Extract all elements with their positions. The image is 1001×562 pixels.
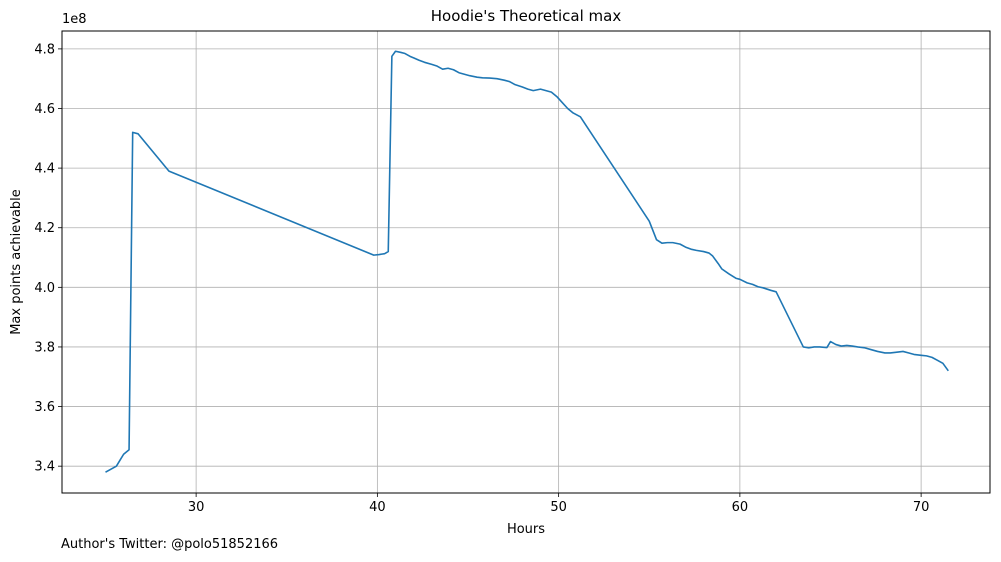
author-twitter-note: Author's Twitter: @polo51852166: [61, 537, 279, 552]
chart-title: Hoodie's Theoretical max: [431, 7, 622, 25]
x-tick-label: 40: [369, 500, 386, 515]
x-axis: 30 40 50 60 70: [188, 493, 930, 515]
plot-area: [62, 31, 990, 493]
y-axis: 3.4 3.6 3.8 4.0 4.2 4.4 4.6 4.8: [34, 42, 62, 475]
y-axis-multiplier: 1e8: [62, 12, 87, 27]
plot-frame: [61, 30, 991, 494]
series-layer: [105, 50, 949, 473]
y-tick-label: 4.2: [34, 221, 55, 236]
x-tick-label: 50: [550, 500, 567, 515]
y-tick-label: 3.4: [34, 460, 55, 475]
x-axis-label: Hours: [507, 522, 545, 537]
series-line: [105, 50, 949, 473]
y-tick-label: 4.0: [34, 281, 55, 296]
grid-lines: [62, 31, 990, 493]
y-axis-label: Max points achievable: [9, 189, 24, 335]
y-tick-label: 3.6: [34, 400, 55, 415]
x-tick-label: 70: [913, 500, 930, 515]
y-tick-label: 4.8: [34, 42, 55, 57]
x-tick-label: 30: [188, 500, 205, 515]
y-tick-label: 3.8: [34, 340, 55, 355]
x-tick-label: 60: [732, 500, 749, 515]
y-tick-label: 4.6: [34, 102, 55, 117]
y-tick-label: 4.4: [34, 162, 55, 177]
